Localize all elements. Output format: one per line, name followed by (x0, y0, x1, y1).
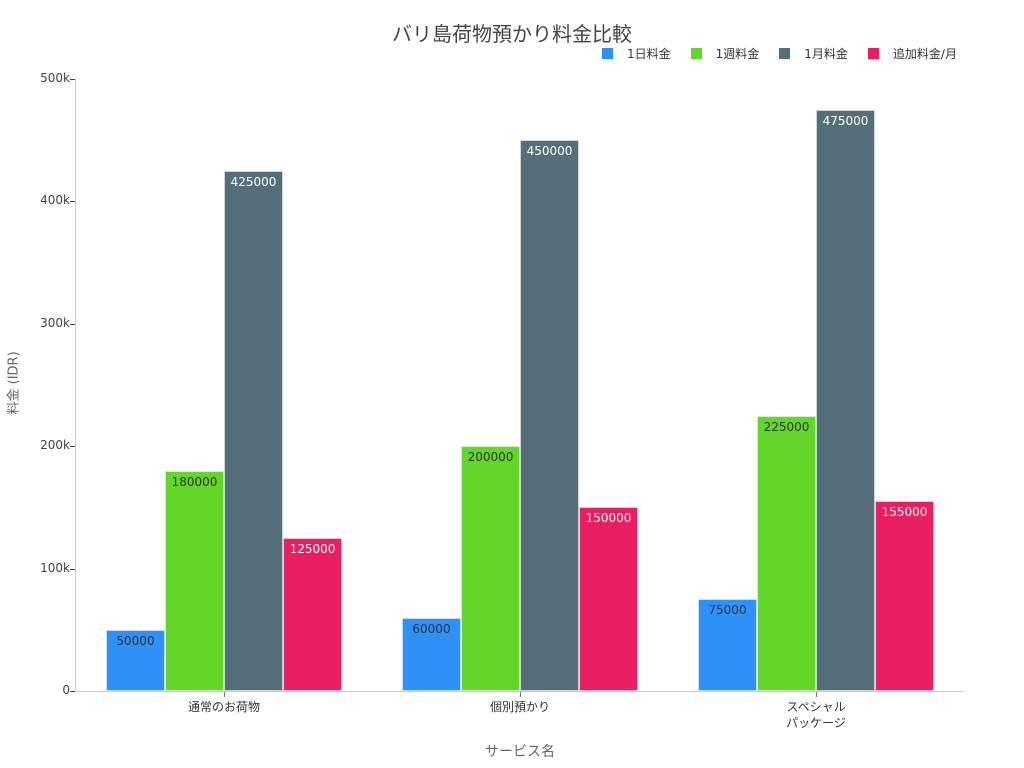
y-tick-label: 400k (40, 193, 70, 208)
x-tick-label: 個別預かり (489, 700, 550, 714)
bar[interactable]: 155000 (875, 501, 934, 691)
legend-label: 1日料金 (627, 47, 671, 61)
bar[interactable]: 75000 (698, 599, 757, 691)
y-tick-label: 300k (40, 315, 70, 330)
x-axis-label: サービス名 (485, 744, 555, 760)
bar[interactable]: 180000 (165, 470, 224, 691)
legend-item[interactable]: 1週料金 (690, 45, 760, 62)
legend-item[interactable]: 1日料金 (602, 45, 671, 62)
bar[interactable]: 60000 (402, 617, 461, 691)
y-axis-label: 料金 (IDR) (6, 351, 22, 415)
y-tick-mark (70, 79, 75, 80)
x-tick-label: スペシャル パッケージ (786, 700, 846, 730)
bar[interactable]: 125000 (283, 538, 342, 691)
y-tick-mark (70, 323, 75, 325)
bar-value-label: 50000 (116, 633, 155, 648)
y-tick-label: 200k (40, 438, 70, 453)
y-tick-mark (70, 691, 75, 692)
legend-swatch (779, 48, 791, 59)
legend-item[interactable]: 1月料金 (779, 45, 848, 62)
x-axis-line (75, 691, 963, 692)
legend-swatch (602, 48, 613, 59)
bar-value-label: 180000 (171, 474, 218, 489)
bar-value-label: 155000 (881, 505, 928, 520)
legend: 1日料金 1週料金 1月料金 追加料金/月 (602, 45, 977, 62)
legend-label: 1月料金 (804, 47, 848, 61)
legend-label: 1週料金 (715, 47, 760, 61)
bar[interactable]: 225000 (757, 415, 816, 691)
bar-value-label: 150000 (585, 511, 632, 526)
bar-value-label: 425000 (230, 174, 277, 189)
bar[interactable]: 425000 (224, 170, 283, 691)
y-tick-label: 100k (40, 560, 70, 575)
bar[interactable]: 200000 (461, 446, 520, 691)
y-tick-label: 0 (62, 683, 70, 697)
legend-item[interactable]: 追加料金/月 (867, 45, 957, 62)
y-tick-mark (70, 446, 75, 448)
chart-title: バリ島荷物預かり料金比較 (392, 22, 632, 46)
x-tick-mark (520, 692, 521, 697)
x-tick-mark (224, 692, 225, 697)
y-tick-mark (70, 568, 75, 570)
bar-value-label: 125000 (289, 542, 336, 556)
y-axis-line (75, 79, 76, 692)
y-tick-mark (70, 201, 75, 203)
bar-value-label: 200000 (467, 450, 514, 465)
bar[interactable]: 150000 (579, 507, 638, 691)
bar-value-label: 60000 (412, 621, 451, 636)
x-tick-label: 通常のお荷物 (187, 700, 260, 714)
bar-value-label: 450000 (526, 144, 573, 159)
bar[interactable]: 475000 (816, 109, 875, 691)
bar-value-label: 475000 (822, 113, 869, 128)
legend-label: 追加料金/月 (892, 47, 957, 61)
y-tick-label: 500k (40, 71, 70, 85)
x-tick-mark (816, 692, 817, 697)
bar-value-label: 75000 (708, 603, 747, 618)
bar[interactable]: 50000 (106, 629, 165, 691)
bar-value-label: 225000 (763, 419, 810, 434)
legend-swatch (867, 48, 879, 59)
bar[interactable]: 450000 (520, 140, 579, 691)
legend-swatch (690, 48, 702, 59)
